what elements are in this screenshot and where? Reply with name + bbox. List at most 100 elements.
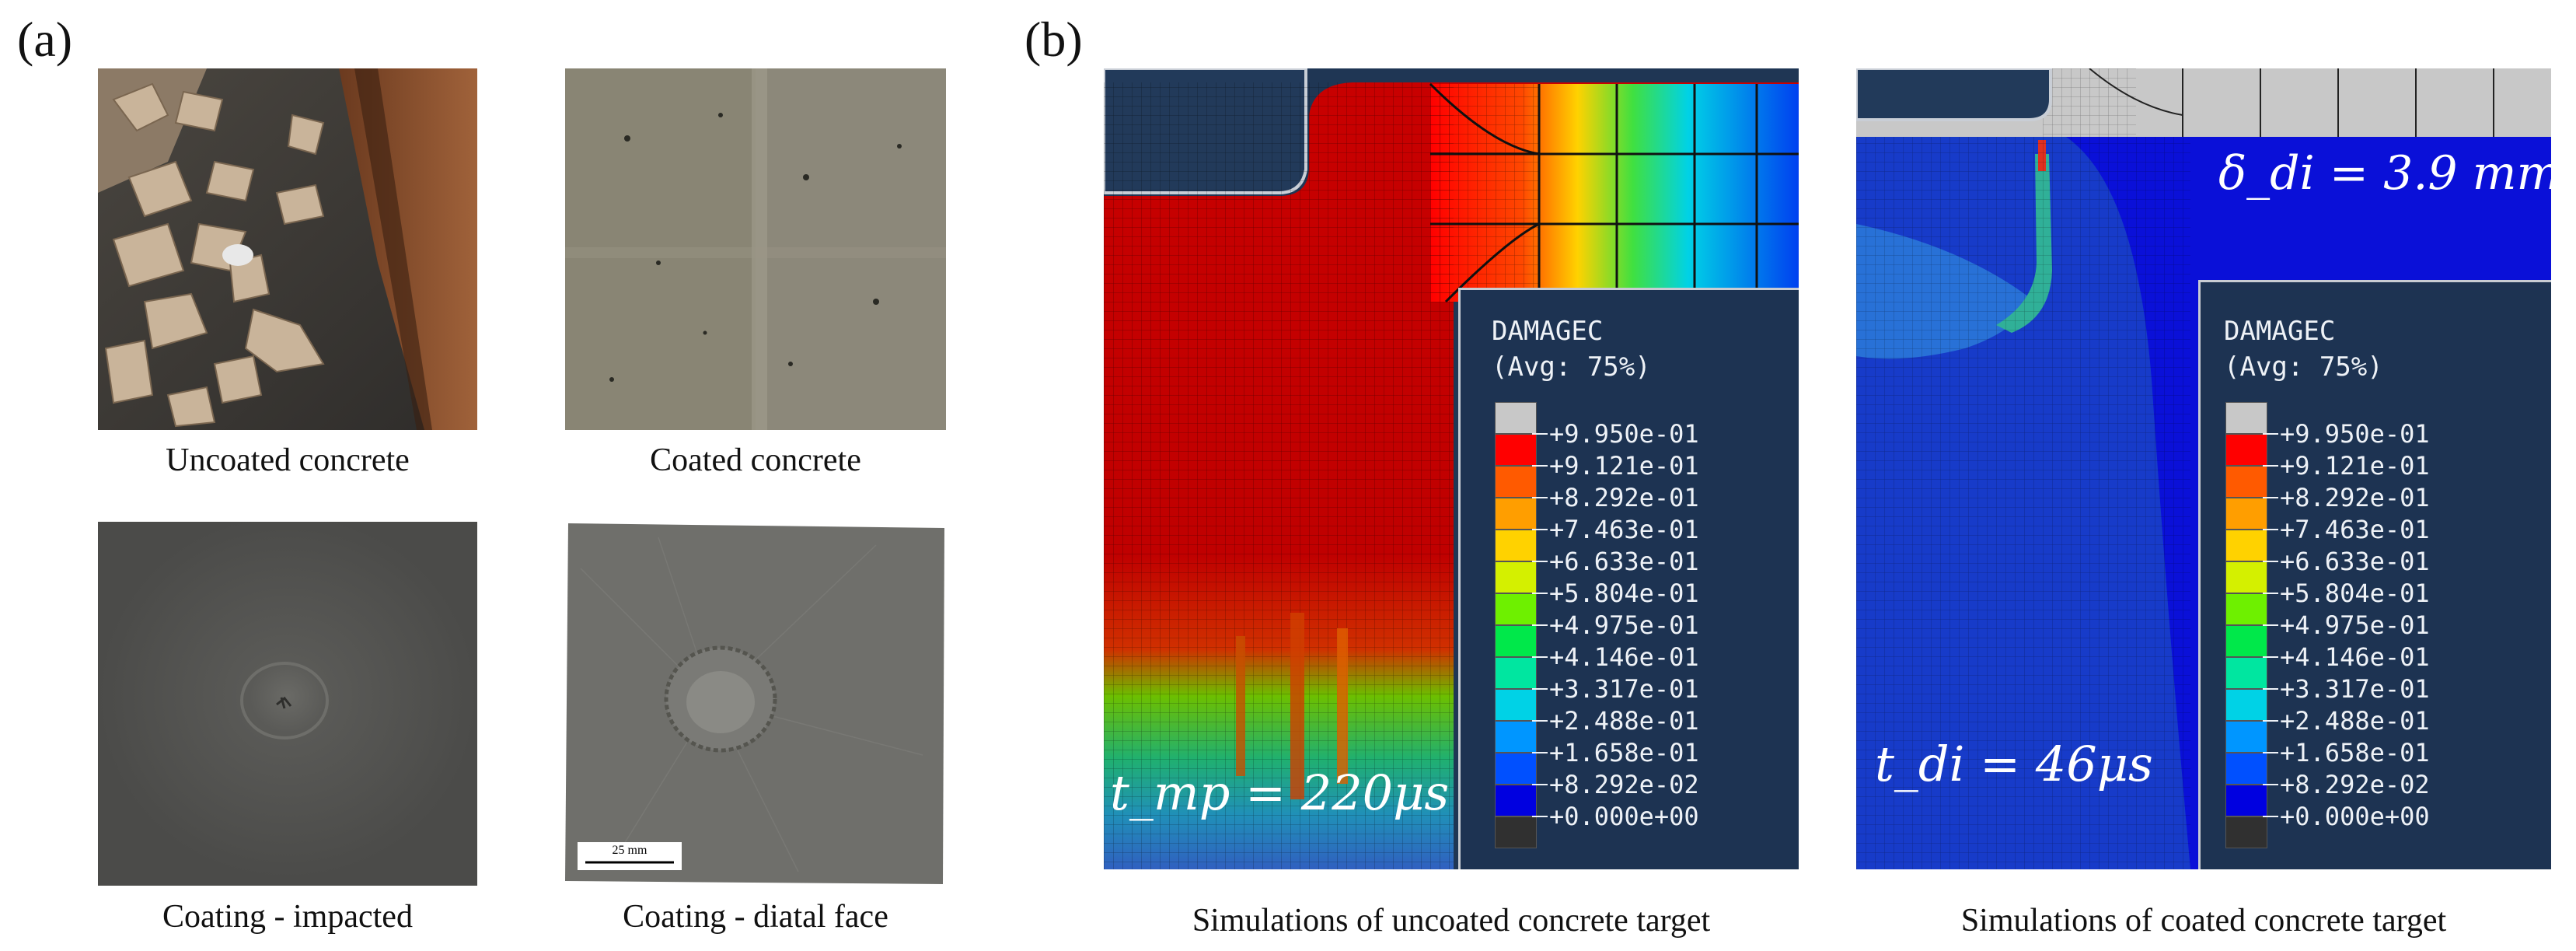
legend-title-2: (Avg: 75%) — [1492, 351, 1651, 383]
legend-tick-mark — [2263, 561, 2278, 562]
legend-swatch — [2225, 816, 2267, 848]
legend-tick-mark — [2263, 752, 2278, 753]
legend-swatch — [2225, 466, 2267, 498]
legend-tick-label: +5.804e-01 — [2280, 579, 2430, 608]
caption-coating-impacted: Coating - impacted — [162, 899, 413, 935]
legend-tick-mark — [2263, 433, 2278, 435]
legend-tick-label: +1.658e-01 — [1549, 738, 1699, 767]
legend-tick-mark — [1532, 816, 1548, 817]
legend-swatch — [1495, 561, 1537, 593]
legend-tick-label: +7.463e-01 — [2280, 515, 2430, 544]
panel-a-label: (a) — [17, 12, 73, 67]
legend-swatch — [2225, 498, 2267, 530]
legend-tick-mark — [1532, 624, 1548, 626]
legend-tick-mark — [1532, 784, 1548, 785]
legend-tick-label: +8.292e-01 — [1549, 483, 1699, 512]
legend-tick-mark — [1532, 752, 1548, 753]
sim-coated-field — [1856, 68, 2551, 869]
legend-uncoated: DAMAGEC (Avg: 75%) +9.950e-01 +9.121e-01 +… — [1458, 288, 1799, 869]
legend-swatch — [2225, 434, 2267, 466]
legend-swatch — [1495, 466, 1537, 498]
legend-tick-label: +0.000e+00 — [2280, 802, 2430, 831]
legend-tick-mark — [1532, 656, 1548, 658]
legend-tick-mark — [2263, 465, 2278, 467]
legend-tick-label: +4.975e-01 — [1549, 610, 1699, 640]
legend-tick-mark — [1532, 561, 1548, 562]
sim-coated-time-label: t_di = 46μs — [1875, 736, 2153, 792]
legend-tick-label: +4.975e-01 — [2280, 610, 2430, 640]
legend-tick-mark — [2263, 529, 2278, 530]
legend-colorbar — [2225, 402, 2267, 848]
legend-swatch — [2225, 753, 2267, 785]
legend-tick-label: +8.292e-02 — [2280, 770, 2430, 799]
legend-title-1: DAMAGEC — [2224, 316, 2336, 347]
legend-swatch — [1495, 785, 1537, 816]
legend-swatch — [2225, 721, 2267, 753]
legend-tick-label: +2.488e-01 — [2280, 706, 2430, 736]
legend-title-2: (Avg: 75%) — [2224, 351, 2383, 383]
legend-colorbar — [1495, 402, 1537, 848]
debris-image — [98, 68, 477, 430]
photo-coating-impacted — [98, 522, 477, 886]
legend-tick-label: +9.121e-01 — [1549, 451, 1699, 481]
sim-uncoated-time-label: t_mp = 220μs — [1110, 764, 1450, 821]
legend-tick-mark — [2263, 688, 2278, 690]
legend-coated: DAMAGEC (Avg: 75%) +9.950e-01 +9.121e-01 +… — [2198, 280, 2551, 869]
legend-swatch — [2225, 593, 2267, 625]
legend-swatch — [1495, 721, 1537, 753]
legend-tick-mark — [2263, 656, 2278, 658]
photo-uncoated-concrete — [98, 68, 477, 430]
legend-tick-mark — [1532, 433, 1548, 435]
caption-sim-uncoated: Simulations of uncoated concrete target — [1192, 903, 1711, 939]
legend-tick-label: +4.146e-01 — [2280, 642, 2430, 672]
legend-swatch — [1495, 530, 1537, 561]
caption-uncoated-concrete: Uncoated concrete — [166, 442, 410, 478]
legend-tick-mark — [1532, 529, 1548, 530]
legend-tick-label: +3.317e-01 — [2280, 674, 2430, 704]
legend-tick-mark — [1532, 497, 1548, 498]
legend-swatch — [2225, 625, 2267, 657]
legend-tick-label: +2.488e-01 — [1549, 706, 1699, 736]
sim-coated: δ_di = 3.9 mm t_di = 46μs DAMAGEC (Avg: … — [1856, 68, 2551, 869]
legend-tick-label: +3.317e-01 — [1549, 674, 1699, 704]
legend-tick-label: +7.463e-01 — [1549, 515, 1699, 544]
legend-tick-label: +0.000e+00 — [1549, 802, 1699, 831]
legend-tick-mark — [1532, 593, 1548, 594]
caption-coating-distal-face: Coating - diatal face — [623, 899, 888, 935]
coating-distal-face-image — [565, 523, 944, 884]
sim-coated-displacement-label: δ_di = 3.9 mm — [2218, 146, 2551, 201]
legend-tick-mark — [2263, 593, 2278, 594]
coated-concrete-image — [565, 68, 946, 430]
legend-tick-label: +9.950e-01 — [2280, 419, 2430, 449]
legend-swatch — [1495, 593, 1537, 625]
legend-swatch — [2225, 402, 2267, 434]
legend-tick-mark — [1532, 688, 1548, 690]
legend-tick-mark — [2263, 784, 2278, 785]
sim-uncoated: t_mp = 220μs DAMAGEC (Avg: 75%) +9.950e-… — [1104, 68, 1799, 869]
legend-swatch — [1495, 625, 1537, 657]
legend-swatch — [1495, 689, 1537, 721]
legend-tick-mark — [2263, 497, 2278, 498]
legend-swatch — [1495, 657, 1537, 689]
legend-swatch — [2225, 561, 2267, 593]
caption-sim-coated: Simulations of coated concrete target — [1960, 903, 2447, 939]
legend-tick-label: +1.658e-01 — [2280, 738, 2430, 767]
legend-swatch — [2225, 530, 2267, 561]
scale-bar-label: 25 mm — [612, 844, 647, 857]
legend-swatch — [1495, 816, 1537, 848]
legend-tick-mark — [2263, 624, 2278, 626]
legend-tick-label: +6.633e-01 — [1549, 547, 1699, 576]
legend-tick-label: +6.633e-01 — [2280, 547, 2430, 576]
legend-swatch — [1495, 753, 1537, 785]
legend-swatch — [1495, 498, 1537, 530]
legend-tick-label: +9.950e-01 — [1549, 419, 1699, 449]
legend-swatch — [2225, 689, 2267, 721]
legend-tick-label: +4.146e-01 — [1549, 642, 1699, 672]
legend-tick-label: +8.292e-01 — [2280, 483, 2430, 512]
photo-coating-distal-face: 25 mm — [565, 522, 946, 886]
legend-swatch — [2225, 657, 2267, 689]
legend-tick-label: +8.292e-02 — [1549, 770, 1699, 799]
legend-title-1: DAMAGEC — [1492, 316, 1604, 347]
legend-swatch — [2225, 785, 2267, 816]
legend-tick-mark — [1532, 720, 1548, 722]
